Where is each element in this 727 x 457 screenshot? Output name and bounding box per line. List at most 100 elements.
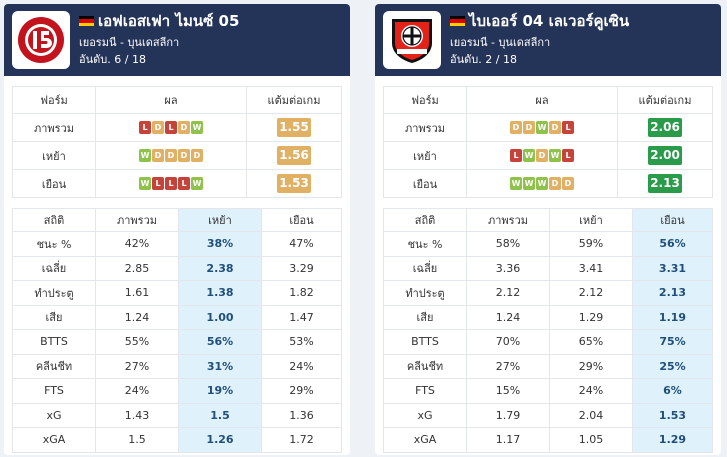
result-badge[interactable]: D: [510, 121, 522, 135]
table-row: xG 1.43 1.5 1.36: [12, 402, 342, 428]
stat-label: ทำประตู: [383, 280, 467, 306]
stat-overall: 1.5: [95, 427, 179, 453]
stat-away: 3.31: [632, 255, 713, 281]
result-badge[interactable]: D: [562, 177, 574, 191]
stat-away: 2.13: [632, 280, 713, 306]
league-name[interactable]: เยอรมนี - บุนเดสลีกา: [450, 36, 551, 49]
result-badge[interactable]: L: [562, 121, 574, 135]
result-badge[interactable]: W: [139, 149, 151, 163]
result-badge[interactable]: W: [549, 149, 561, 163]
stat-away: 1.36: [261, 402, 342, 428]
mainz-05-crest-icon[interactable]: [12, 11, 70, 69]
table-row: FTS 24% 19% 29%: [12, 378, 342, 404]
stat-overall: 1.79: [466, 402, 550, 428]
league-name[interactable]: เยอรมนี - บุนเดสลีกา: [79, 36, 180, 49]
stat-label: ทำประตู: [12, 280, 96, 306]
stat-overall: 15%: [466, 378, 550, 404]
table-row: เฉลี่ย 2.85 2.38 3.29: [12, 255, 342, 281]
table-row: ชนะ % 58% 59% 56%: [383, 231, 713, 257]
table-row: BTTS 70% 65% 75%: [383, 329, 713, 355]
stat-away: 1.82: [261, 280, 342, 306]
team-name[interactable]: ไบเออร์ 04 เลเวอร์คูเซิน: [469, 12, 630, 30]
result-badge[interactable]: D: [152, 149, 164, 163]
stat-label: BTTS: [383, 329, 467, 355]
result-badge[interactable]: L: [562, 149, 574, 163]
stat-overall: 58%: [466, 231, 550, 257]
result-badge[interactable]: D: [549, 121, 561, 135]
stats-table: สถิติ ภาพรวม เหย้า เยือน ชนะ % 58% 59% 56% …: [383, 208, 713, 453]
result-badge[interactable]: W: [536, 177, 548, 191]
stat-home: 24%: [549, 378, 633, 404]
stat-away: 53%: [261, 329, 342, 355]
result-badge[interactable]: D: [152, 121, 164, 135]
home-header: เหย้า: [178, 208, 262, 232]
result-badge[interactable]: W: [191, 121, 203, 135]
ppg-header: แต้มต่อเกม: [246, 86, 342, 114]
form-header: ฟอร์ม: [383, 86, 467, 114]
stat-overall: 3.36: [466, 255, 550, 281]
result-badge[interactable]: W: [523, 177, 535, 191]
form-row-label: เยือน: [383, 169, 467, 198]
result-badge[interactable]: D: [178, 121, 190, 135]
stat-label: xG: [383, 402, 467, 428]
team-header: เอฟเอสเฟา ไมนซ์ 05 เยอรมนี - บุนเดสลีกา …: [4, 4, 350, 76]
stat-label: FTS: [12, 378, 96, 404]
stat-label: FTS: [383, 378, 467, 404]
stat-away: 1.72: [261, 427, 342, 453]
stat-overall: 1.43: [95, 402, 179, 428]
table-row: เสีย 1.24 1.29 1.19: [383, 304, 713, 330]
result-badge[interactable]: W: [191, 177, 203, 191]
stat-home: 1.29: [549, 304, 633, 330]
team-name[interactable]: เอฟเอสเฟา ไมนซ์ 05: [98, 12, 240, 30]
result-badge[interactable]: W: [510, 177, 522, 191]
result-badge[interactable]: W: [139, 177, 151, 191]
result-badge[interactable]: D: [178, 149, 190, 163]
result-badge[interactable]: L: [165, 121, 177, 135]
result-badge[interactable]: D: [191, 149, 203, 163]
stat-label: คลีนชีท: [12, 353, 96, 379]
germany-flag-icon: [79, 16, 94, 26]
result-badge[interactable]: L: [165, 177, 177, 191]
stat-away: 1.19: [632, 304, 713, 330]
result-badge[interactable]: W: [523, 149, 535, 163]
ppg-badge: 1.55: [277, 118, 311, 137]
stat-home: 19%: [178, 378, 262, 404]
stat-home: 2.38: [178, 255, 262, 281]
team-header: ไบเออร์ 04 เลเวอร์คูเซิน เยอรมนี - บุนเด…: [375, 4, 721, 76]
stat-overall: 1.17: [466, 427, 550, 453]
table-row: BTTS 55% 56% 53%: [12, 329, 342, 355]
table-row: คลีนชีท 27% 31% 24%: [12, 353, 342, 379]
stat-home: 56%: [178, 329, 262, 355]
result-badge[interactable]: L: [152, 177, 164, 191]
stat-overall: 24%: [95, 378, 179, 404]
stat-away: 1.53: [632, 402, 713, 428]
result-badge[interactable]: D: [165, 149, 177, 163]
team-card-leverkusen: ไบเออร์ 04 เลเวอร์คูเซิน เยอรมนี - บุนเด…: [375, 4, 721, 455]
away-header: เยือน: [261, 208, 342, 232]
result-badge[interactable]: D: [523, 121, 535, 135]
stats-header: สถิติ: [383, 208, 467, 232]
home-header: เหย้า: [549, 208, 633, 232]
result-badge[interactable]: D: [549, 177, 561, 191]
stat-overall: 42%: [95, 231, 179, 257]
result-badge[interactable]: L: [178, 177, 190, 191]
result-badge[interactable]: L: [139, 121, 151, 135]
result-badge[interactable]: L: [510, 149, 522, 163]
ppg-badge: 1.56: [277, 146, 311, 165]
stat-overall: 70%: [466, 329, 550, 355]
stat-label: xG: [12, 402, 96, 428]
stat-home: 2.04: [549, 402, 633, 428]
stat-home: 3.41: [549, 255, 633, 281]
result-badge[interactable]: W: [536, 121, 548, 135]
overall-header: ภาพรวม: [466, 208, 550, 232]
bayer-04-leverkusen-crest-icon[interactable]: [383, 11, 441, 69]
form-header: ฟอร์ม: [12, 86, 96, 114]
ppg-badge: 2.06: [648, 118, 682, 137]
result-badge[interactable]: D: [536, 149, 548, 163]
form-row-label: เยือน: [12, 169, 96, 198]
germany-flag-icon: [450, 16, 465, 26]
